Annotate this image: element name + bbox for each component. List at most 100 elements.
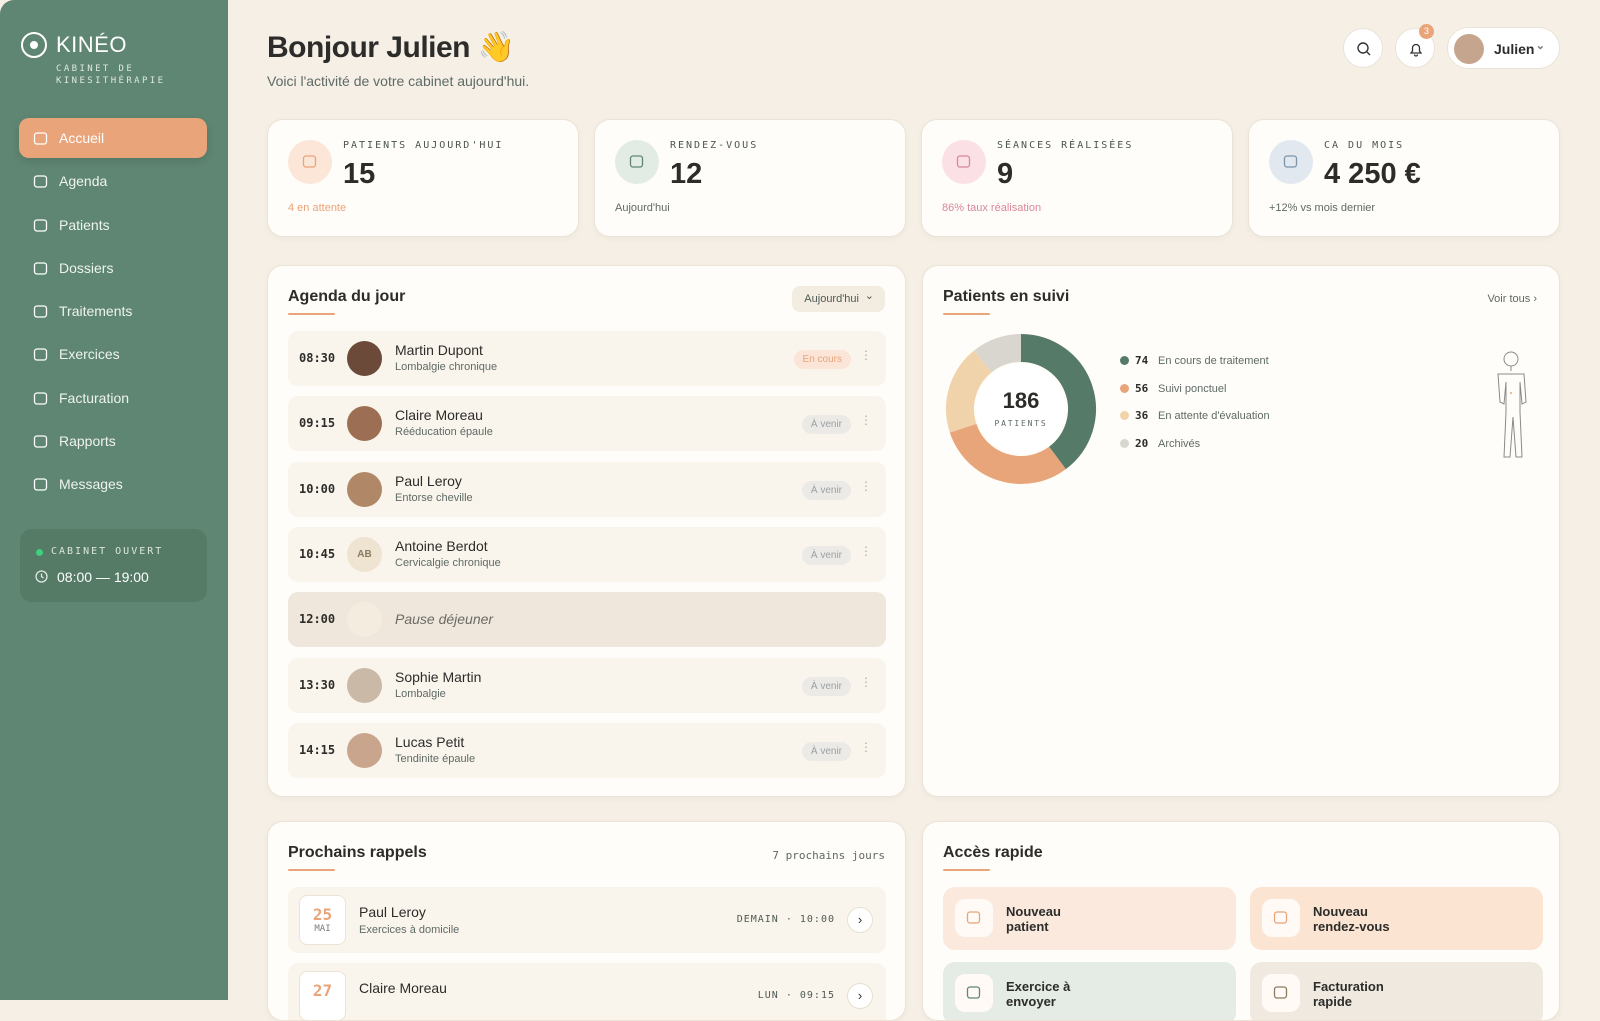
quick-tile[interactable]: Facturation rapide — [1250, 962, 1543, 1020]
clock-icon — [35, 570, 48, 583]
appointment-time: 08:30 — [299, 351, 336, 365]
appointment-row[interactable]: 13:30 Sophie Martin Lombalgie À venir ⋮ — [288, 657, 886, 713]
nav-item[interactable]: Messages — [19, 464, 207, 504]
nav-label: Facturation — [59, 389, 130, 406]
legend-count: 74 — [1135, 354, 1149, 367]
page: Kinéo { "sidebar": { "brand": "KINÉO", "… — [0, 0, 1600, 1000]
filter-button[interactable]: Aujourd'hui — [792, 283, 885, 312]
stat-note: 4 en attente — [288, 202, 347, 214]
more-button[interactable]: ⋮ — [860, 739, 872, 754]
nav-label: Accueil — [59, 130, 105, 146]
more-button[interactable]: ⋮ — [860, 674, 872, 689]
icon-shape — [33, 262, 48, 275]
legend-label: Archivés — [1158, 437, 1201, 450]
icon-shape — [33, 392, 48, 405]
nav-label: Patients — [59, 216, 110, 233]
tile-icon — [1262, 974, 1300, 1012]
nav-item[interactable]: Facturation — [19, 378, 207, 418]
more-button[interactable]: ⋮ — [860, 348, 872, 362]
open-button[interactable]: › — [847, 907, 873, 933]
see-all-link[interactable]: Voir tous › — [1487, 293, 1537, 305]
nav-item[interactable]: Accueil — [19, 118, 207, 158]
card-title: Prochains rappels — [288, 844, 427, 861]
avatar — [347, 732, 382, 768]
tile-icon — [1262, 899, 1300, 937]
nav-item[interactable]: Traitements — [19, 291, 207, 331]
status-pill: À venir — [801, 415, 851, 435]
appointment-row[interactable]: 09:15 Claire Moreau Rééducation épaule À ve… — [288, 396, 886, 452]
nav-label: Messages — [59, 476, 123, 493]
stat-label: CA DU MOIS — [1324, 140, 1405, 151]
quick-tile[interactable]: Nouveau patient — [943, 887, 1236, 950]
appointment-time: 13:30 — [299, 677, 336, 692]
donut-center — [976, 364, 1066, 454]
user-name: Julien — [1494, 41, 1535, 57]
card-title: Patients en suivi — [943, 288, 1070, 305]
nav-label: Agenda — [59, 173, 108, 190]
legend-count: 36 — [1135, 409, 1149, 422]
tile-icon — [955, 974, 993, 1012]
subtitle: Voici l'activité de votre cabinet aujour… — [267, 73, 530, 89]
donut-segment — [949, 423, 1066, 484]
tile-label: Nouveau patient — [1006, 904, 1061, 934]
tile-label: Exercice à envoyer — [1006, 979, 1071, 1009]
stat-value: 12 — [670, 158, 703, 190]
icon-shape — [33, 305, 48, 318]
appointment-time: 10:00 — [299, 481, 336, 496]
nav-item[interactable]: Rapports — [19, 421, 207, 461]
patient-name: Lucas Petit — [395, 733, 465, 750]
icon-shape — [966, 911, 981, 924]
body-figure — [1497, 351, 1527, 458]
patient-condition: Lombalgie — [395, 687, 446, 700]
open-button[interactable]: › — [847, 983, 873, 1009]
status-dot — [36, 549, 43, 556]
patient-condition: Rééducation épaule — [395, 426, 493, 439]
search-button[interactable] — [1343, 28, 1383, 68]
stat-card: CA DU MOIS 4 250 € +12% vs mois dernier — [1248, 119, 1560, 237]
patient-condition: Cervicalgie chronique — [395, 556, 501, 569]
notification-button[interactable] — [1395, 28, 1435, 68]
icon — [33, 478, 48, 492]
legend-swatch — [1120, 383, 1129, 393]
tile-icon — [955, 899, 993, 937]
appointment-row[interactable]: 08:30 Martin Dupont Lombalgie chronique En … — [288, 331, 886, 386]
user-menu[interactable]: Julien ⌄ — [1447, 27, 1560, 69]
title-underline — [943, 313, 990, 315]
nav-item[interactable]: Exercices — [19, 334, 207, 374]
nav-label: Dossiers — [59, 259, 114, 276]
icon-shape — [33, 175, 48, 188]
icon — [33, 348, 48, 362]
link-text: Voir tous — [1487, 293, 1531, 305]
avatar — [347, 341, 382, 376]
more-button[interactable]: ⋮ — [860, 413, 872, 428]
appointment-row[interactable]: 14:15 Lucas Petit Tendinite épaule À venir ⋮ — [288, 722, 886, 778]
nav-item[interactable]: Dossiers — [19, 248, 207, 288]
reminder-detail: Exercices à domicile — [359, 924, 460, 936]
legend-label: En attente d'évaluation — [1158, 410, 1270, 422]
tagline: CABINET DE KINESITHÉRAPIE — [56, 64, 166, 86]
patient-condition: Lombalgie chronique — [395, 361, 498, 373]
status-pill: À venir — [801, 545, 851, 565]
nav-item[interactable]: Patients — [19, 205, 207, 245]
nav-item[interactable]: Agenda — [19, 161, 207, 201]
appointment-row[interactable]: 10:45 AB Antoine Berdot Cervicalgie chroniq… — [288, 526, 886, 582]
nav-label: Exercices — [59, 346, 120, 363]
status-pill: À venir — [801, 676, 851, 696]
status-label: CABINET OUVERT — [51, 546, 164, 557]
icon-shape — [33, 435, 48, 448]
donut-segment — [946, 350, 993, 433]
avatar — [347, 406, 382, 442]
more-button[interactable]: ⋮ — [860, 543, 872, 558]
icon-shape — [966, 986, 981, 999]
stat-value: 9 — [997, 158, 1014, 190]
donut-segment — [974, 334, 1022, 373]
quick-tile[interactable]: Exercice à envoyer — [943, 962, 1236, 1020]
avatar — [347, 471, 382, 507]
patient-name: Sophie Martin — [395, 668, 482, 685]
icon — [1273, 911, 1288, 924]
more-button[interactable]: ⋮ — [860, 478, 872, 493]
appointment-row[interactable]: 10:00 Paul Leroy Entorse cheville À venir ⋮ — [288, 461, 886, 517]
quick-tile[interactable]: Nouveau rendez-vous — [1250, 887, 1543, 950]
date-day: 27 — [312, 981, 333, 1000]
sidebar: KINÉO CABINET DE KINESITHÉRAPIE Accueil A… — [0, 0, 228, 1000]
